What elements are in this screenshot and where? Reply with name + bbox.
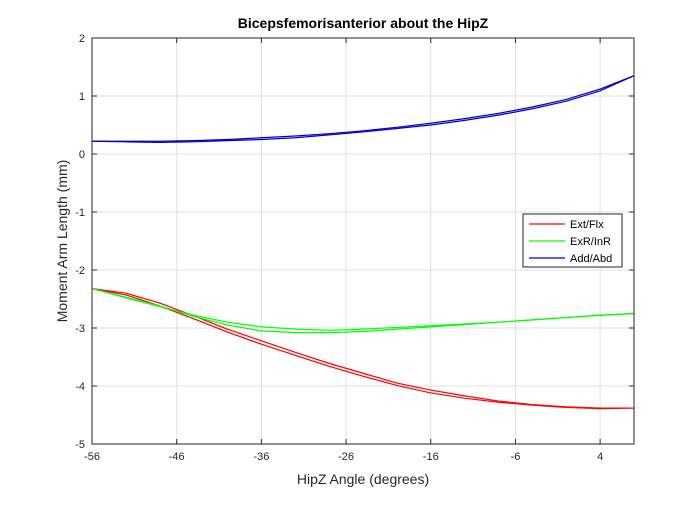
legend-label-ext-flx: Ext/Flx xyxy=(570,219,604,231)
series-line-exr-inr xyxy=(91,287,635,334)
x-tick-label: -56 xyxy=(84,451,100,463)
x-tick-label: -6 xyxy=(511,451,521,463)
series-line-add-abd xyxy=(92,75,635,142)
y-tick-label: 0 xyxy=(79,149,85,161)
series-line-ext-flx xyxy=(91,287,635,410)
x-tick-label: 4 xyxy=(597,451,603,463)
legend-label-add-abd: Add/Abd xyxy=(570,253,612,265)
series-line-ext-flx xyxy=(91,287,634,409)
y-tick-label: -4 xyxy=(75,381,85,393)
x-tick-label: -36 xyxy=(253,451,269,463)
y-tick-label: -1 xyxy=(75,207,85,219)
plot-area-border xyxy=(91,37,635,445)
y-tick-label: -2 xyxy=(75,265,85,277)
legend-label-exr-inr: ExR/InR xyxy=(570,236,611,248)
x-tick-label: -16 xyxy=(423,451,439,463)
y-axis-label: Moment Arm Length (mm) xyxy=(54,160,70,323)
y-tick-label: -3 xyxy=(75,323,85,335)
series-line-exr-inr xyxy=(91,287,635,331)
series-layer xyxy=(91,75,635,410)
y-tick-label: 1 xyxy=(79,91,85,103)
x-tick-label: -46 xyxy=(169,451,185,463)
series-line-add-abd xyxy=(91,75,635,144)
y-tick-label: -5 xyxy=(75,439,85,451)
legend: Ext/Flx ExR/InR Add/Abd xyxy=(522,213,623,268)
chart-title: Bicepsfemorisanterior about the HipZ xyxy=(238,15,489,31)
x-axis-label: HipZ Angle (degrees) xyxy=(297,471,429,487)
x-tick-label: -26 xyxy=(338,451,354,463)
grid-layer xyxy=(91,37,634,445)
y-tick-label: 2 xyxy=(79,33,85,45)
tick-layer: -56 -46 -36 -26 -16 -6 4 -5 -4 -3 -2 -1 0 1 2 xyxy=(75,33,634,463)
